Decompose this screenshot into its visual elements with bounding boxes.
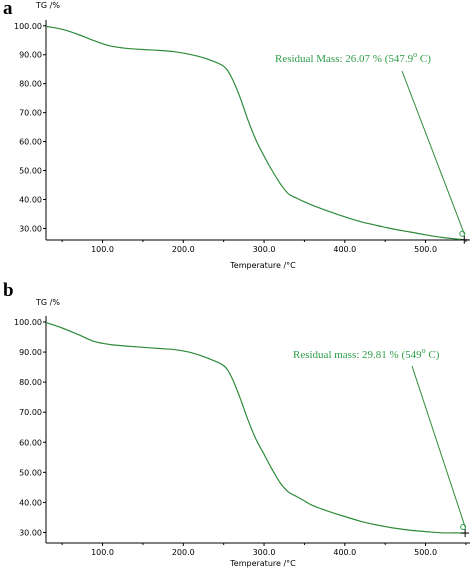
y-tick-label-b: 50.00 [19,468,42,477]
tg-curve-a [45,25,465,241]
x-tick-label-b: 200.0 [172,548,195,557]
x-tick-label-b: 300.0 [253,548,276,557]
panel-a: a TG /% Temperature /°C Residual Mass: 2… [3,0,470,270]
annotation-b-suffix: C) [426,349,440,361]
tg-curve-b [45,322,466,534]
y-tick-label-a: 90.00 [19,51,42,60]
x-tick-label-b: 100.0 [91,548,114,557]
y-tick-label-b: 40.00 [19,498,42,507]
x-tick-label-a: 500.0 [414,245,437,254]
y-tick-label-a: 60.00 [19,138,42,147]
annotation-a-text: Residual Mass: 26.07 % (547.9 [275,53,414,65]
annotation-b-sup: o [422,346,426,355]
annotation-leader-a [401,70,465,234]
x-tick-label-b: 500.0 [414,548,437,557]
y-tick-label-b: 80.00 [19,378,42,387]
annotation-leader-b [411,365,466,528]
y-tick-label-b: 90.00 [19,348,42,357]
x-tick-label-a: 400.0 [333,245,356,254]
x-axis-title-a: Temperature /°C [229,261,296,270]
annotation-a-suffix: C) [417,53,431,65]
y-axis-title-a: TG /% [35,1,60,10]
annotation-a: Residual Mass: 26.07 % (547.9o C) [275,50,431,65]
y-tick-label-a: 70.00 [19,109,42,118]
annotation-circle-marker-a [459,230,466,237]
y-axis-title-b: TG /% [35,298,60,307]
x-tick-label-a: 300.0 [253,245,276,254]
y-tick-label-a: 30.00 [19,224,42,233]
y-tick-label-b: 100.00 [14,318,42,327]
y-tick-label-b: 60.00 [19,438,42,447]
y-tick-label-a: 100.00 [14,22,42,31]
panel-label-a: a [3,0,13,19]
annotation-b-text: Residual mass: 29.81 % (549 [293,349,422,361]
annotation-a-sup: o [413,50,417,59]
annotation-circle-marker-b [460,524,467,531]
x-tick-label-a: 100.0 [91,245,114,254]
x-tick-label-b: 400.0 [333,548,356,557]
x-tick-label-a: 200.0 [172,245,195,254]
y-tick-label-a: 80.00 [19,80,42,89]
y-tick-label-b: 70.00 [19,408,42,417]
panel-b: b TG /% Temperature /°C Residual mass: 2… [3,280,470,568]
y-tick-label-a: 40.00 [19,195,42,204]
y-tick-label-b: 30.00 [19,528,42,537]
y-tick-label-a: 50.00 [19,167,42,176]
annotation-b: Residual mass: 29.81 % (549o C) [293,346,440,361]
panel-label-b: b [3,280,14,301]
x-axis-title-b: Temperature /°C [229,559,296,568]
